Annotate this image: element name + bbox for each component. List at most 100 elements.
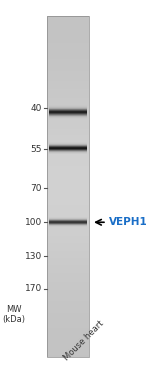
Bar — [47, 137, 89, 139]
Bar — [47, 105, 89, 106]
Bar — [47, 50, 89, 52]
Bar — [47, 210, 89, 212]
Bar — [47, 234, 89, 236]
Bar — [47, 129, 89, 130]
Bar — [47, 270, 89, 272]
Bar — [47, 345, 89, 347]
Bar — [47, 325, 89, 326]
Bar — [47, 18, 89, 20]
Bar — [47, 314, 89, 316]
Bar — [47, 23, 89, 25]
Bar — [47, 192, 89, 193]
Bar — [47, 285, 89, 287]
Bar — [47, 178, 89, 180]
Bar — [47, 64, 89, 66]
Bar — [47, 16, 89, 18]
Bar — [47, 287, 89, 289]
Bar — [47, 251, 89, 253]
Bar — [47, 157, 89, 159]
Bar — [47, 139, 89, 141]
Bar — [47, 243, 89, 244]
Bar — [47, 79, 89, 81]
Bar — [47, 321, 89, 323]
Bar — [47, 200, 89, 202]
Bar — [47, 195, 89, 197]
Bar — [47, 214, 89, 216]
Bar — [47, 297, 89, 299]
Bar — [47, 153, 89, 154]
Bar — [47, 91, 89, 93]
Bar — [47, 204, 89, 205]
Bar — [47, 186, 89, 188]
Bar — [47, 141, 89, 142]
Bar — [47, 115, 89, 117]
Text: 170: 170 — [25, 284, 42, 293]
Bar — [47, 181, 89, 183]
Bar — [47, 151, 89, 153]
Bar — [47, 168, 89, 169]
Bar — [47, 253, 89, 255]
Bar — [47, 40, 89, 42]
Bar — [47, 20, 89, 21]
Bar — [47, 86, 89, 88]
Text: 55: 55 — [30, 144, 42, 154]
Bar — [47, 125, 89, 127]
Bar — [47, 340, 89, 341]
Bar — [47, 347, 89, 348]
Bar — [47, 164, 89, 166]
Bar — [47, 134, 89, 135]
Bar — [47, 47, 89, 48]
Bar — [47, 175, 89, 176]
Bar — [47, 267, 89, 268]
Bar — [47, 265, 89, 267]
Bar — [47, 145, 89, 147]
Bar — [47, 59, 89, 60]
Bar — [47, 156, 89, 157]
Bar — [47, 333, 89, 335]
Bar — [47, 67, 89, 69]
Bar — [47, 307, 89, 309]
Bar — [47, 94, 89, 96]
Bar — [47, 144, 89, 145]
Bar — [47, 127, 89, 129]
Bar — [47, 96, 89, 98]
Bar — [47, 101, 89, 103]
Bar — [47, 71, 89, 72]
Bar — [47, 202, 89, 204]
Bar — [47, 88, 89, 90]
Bar — [47, 291, 89, 292]
Bar — [47, 32, 89, 33]
Bar — [47, 273, 89, 275]
Bar — [47, 330, 89, 331]
Bar — [47, 122, 89, 123]
Bar — [47, 219, 89, 220]
Bar — [47, 30, 89, 32]
Bar — [47, 212, 89, 214]
Bar — [47, 313, 89, 314]
Bar — [47, 180, 89, 181]
Bar — [47, 352, 89, 353]
Bar — [47, 100, 89, 101]
Bar — [47, 294, 89, 295]
Bar — [47, 185, 89, 186]
Text: 100: 100 — [25, 218, 42, 227]
Bar — [47, 292, 89, 294]
Bar — [47, 331, 89, 333]
Bar — [47, 350, 89, 352]
Bar — [47, 326, 89, 328]
Bar — [47, 301, 89, 302]
Bar — [47, 147, 89, 149]
Bar — [47, 173, 89, 175]
Bar — [47, 217, 89, 219]
Bar — [47, 132, 89, 134]
Bar — [47, 161, 89, 163]
Bar — [47, 171, 89, 173]
Text: 130: 130 — [25, 252, 42, 261]
Bar — [47, 60, 89, 62]
Text: 40: 40 — [31, 104, 42, 113]
Bar — [47, 289, 89, 291]
Bar — [47, 275, 89, 277]
Bar — [47, 120, 89, 122]
Text: VEPH1: VEPH1 — [109, 217, 148, 227]
Bar — [47, 37, 89, 38]
